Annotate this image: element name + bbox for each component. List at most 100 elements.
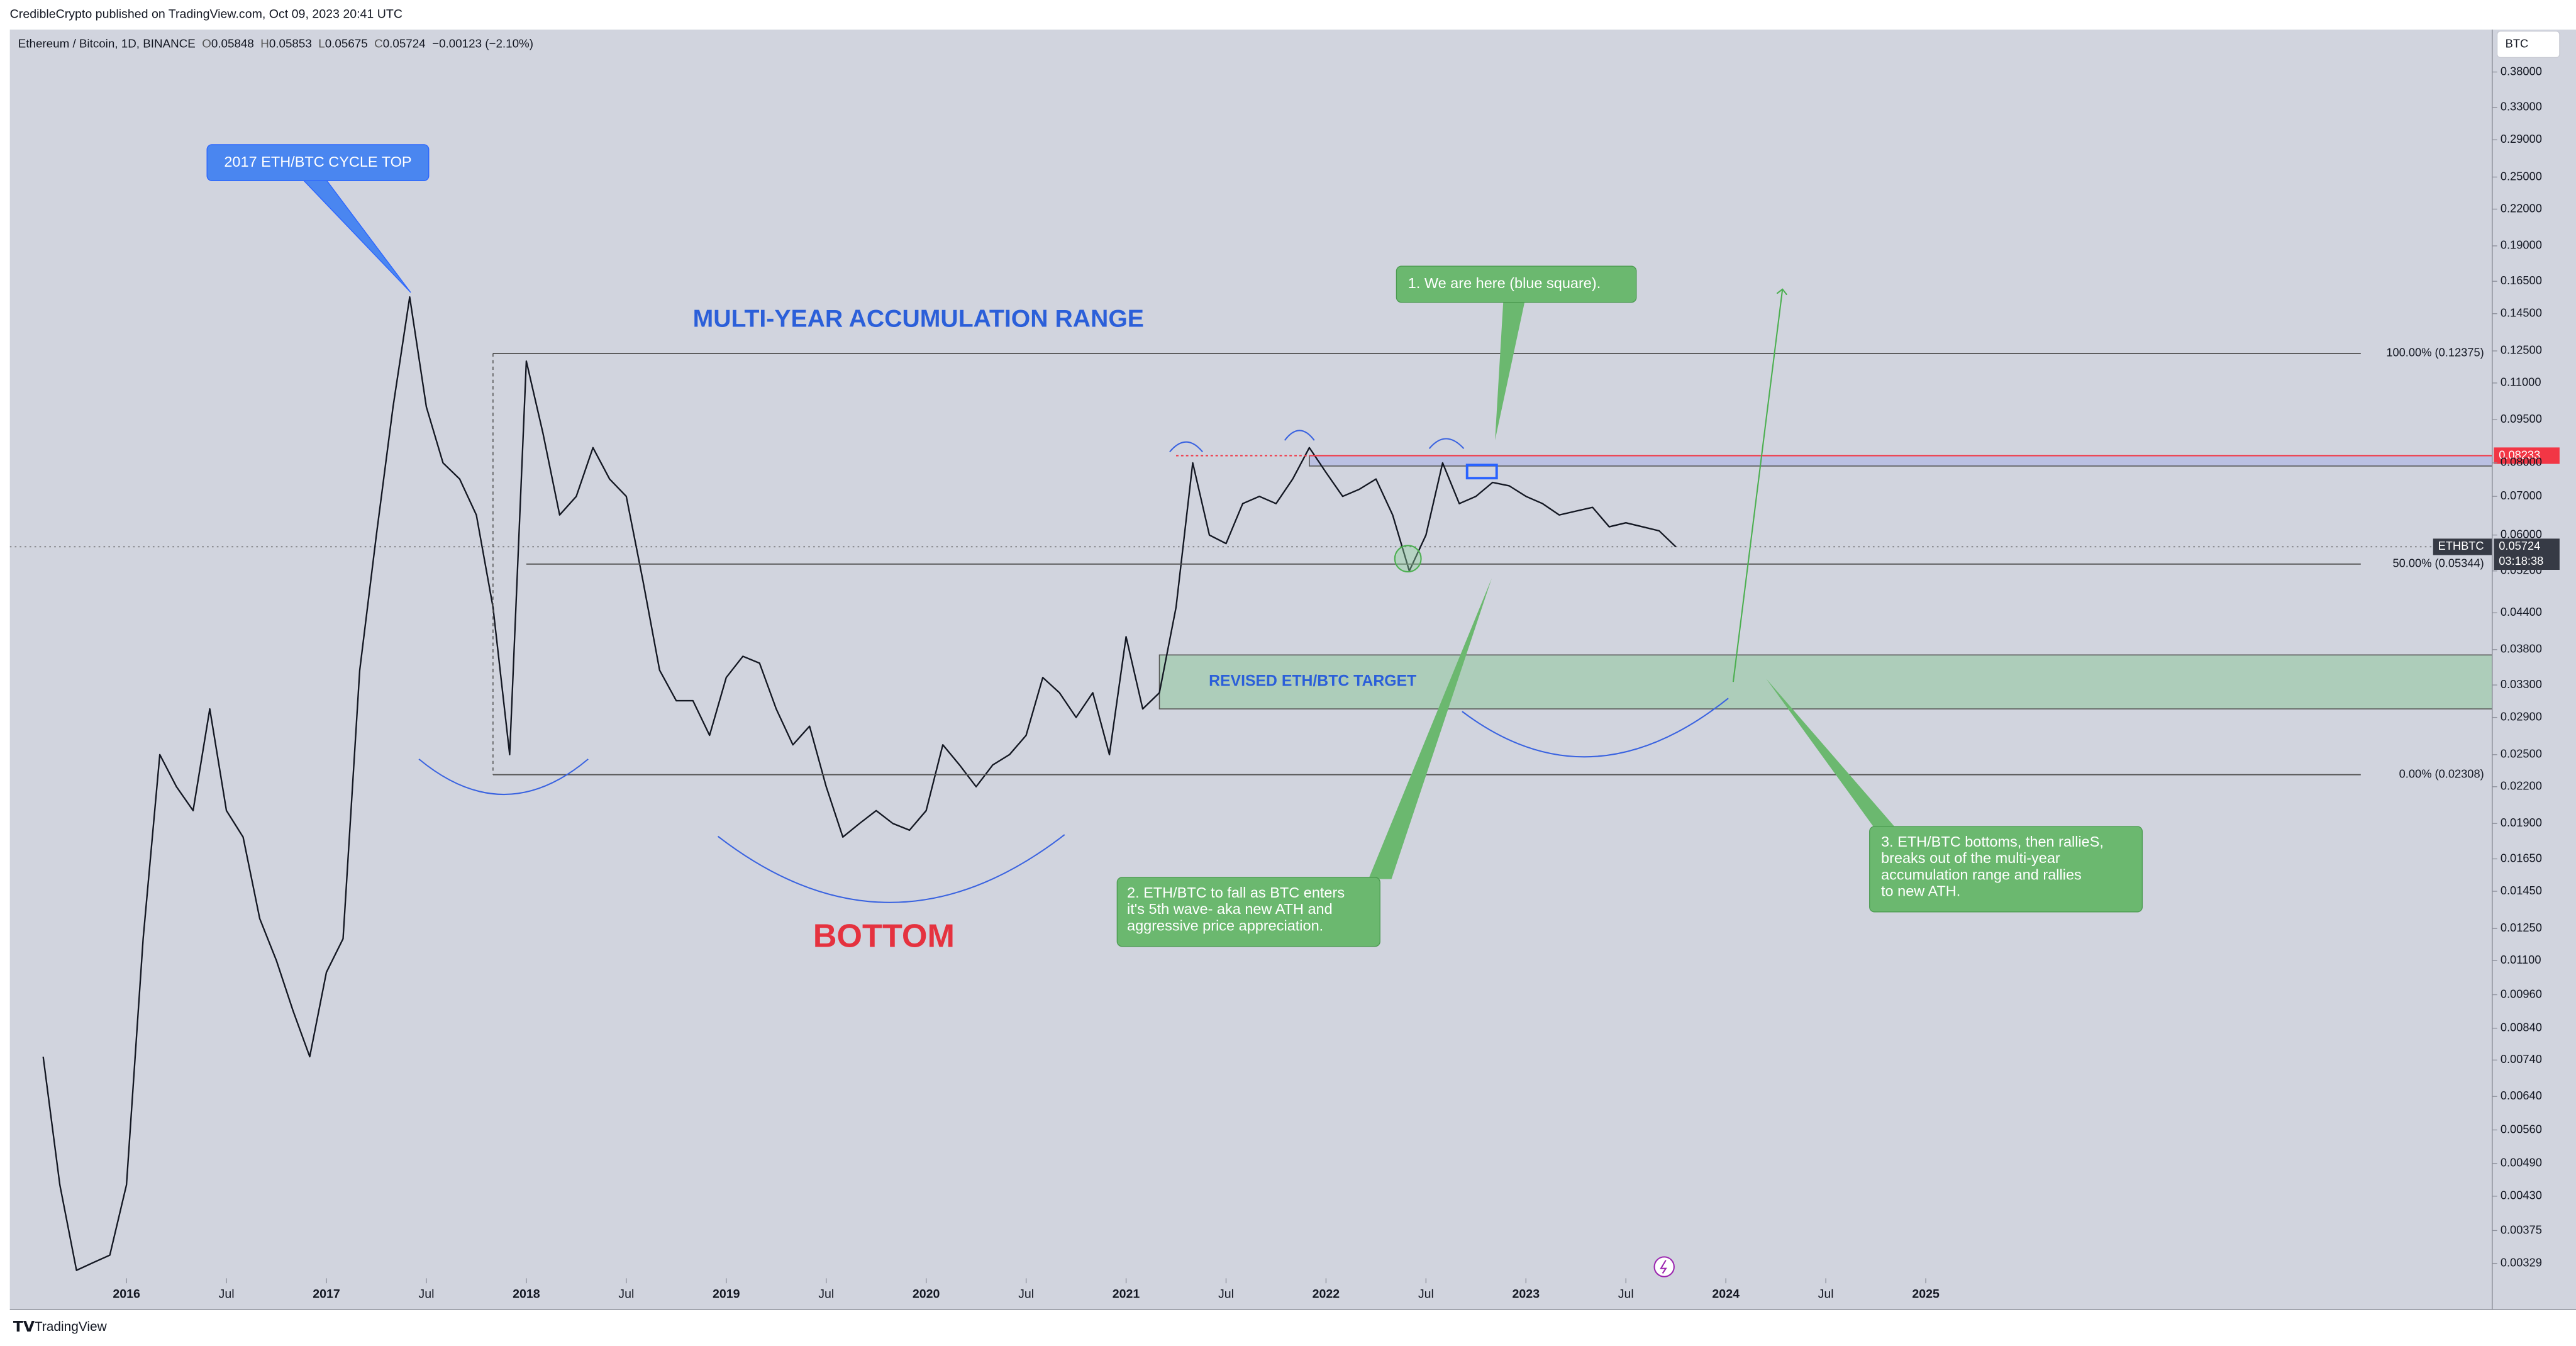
ohlc-label: C	[374, 37, 383, 50]
x-tick-label: 2024	[1712, 1288, 1740, 1301]
ohlc-value: 0.05853	[269, 37, 312, 50]
ohlc-label: L	[318, 37, 325, 50]
callout-line: breaks out of the multi-year	[1881, 850, 2060, 866]
callout-line: aggressive price appreciation.	[1127, 918, 1323, 934]
x-tick-label: 2016	[113, 1288, 140, 1301]
y-tick-label: 0.25000	[2501, 169, 2542, 182]
callout-pointer	[1368, 578, 1492, 879]
x-tick-label: 2021	[1113, 1288, 1140, 1301]
y-tick-label: 0.19000	[2501, 238, 2542, 252]
symbol-tag	[2433, 538, 2492, 555]
currency: BTC	[2506, 36, 2529, 50]
footer-brand: TradingView	[35, 1320, 108, 1334]
y-tick-label: 0.00740	[2501, 1052, 2542, 1065]
callout-text: 2017 ETH/BTC CYCLE TOP	[224, 153, 411, 170]
y-tick-label: 0.38000	[2501, 64, 2542, 77]
y-tick-label: 0.00490	[2501, 1156, 2542, 1169]
y-tick-label: 0.01450	[2501, 884, 2542, 897]
y-tick-label: 0.29000	[2501, 132, 2542, 145]
callout-pointer	[1766, 678, 1896, 828]
y-tick-label: 0.00560	[2501, 1122, 2542, 1135]
y-tick-label: 0.00640	[2501, 1089, 2542, 1102]
x-tick-label: 2025	[1912, 1288, 1940, 1301]
y-tick-label: 0.04400	[2501, 605, 2542, 618]
ohlc-value: 0.05848	[211, 37, 254, 50]
y-tick-label: 0.01900	[2501, 816, 2542, 829]
countdown: 03:18:38	[2499, 554, 2543, 567]
x-tick-label: Jul	[418, 1288, 434, 1301]
x-tick-label: Jul	[1618, 1288, 1634, 1301]
range-title: MULTI-YEAR ACCUMULATION RANGE	[693, 306, 1144, 333]
callout-pointer	[1495, 302, 1525, 441]
bottom-label: BOTTOM	[813, 918, 955, 954]
y-tick-label: 0.16500	[2501, 274, 2542, 287]
x-tick-label: 2023	[1513, 1288, 1540, 1301]
y-tick-label: 0.09500	[2501, 412, 2542, 425]
x-tick-label: Jul	[219, 1288, 235, 1301]
y-tick-label: 0.02900	[2501, 709, 2542, 723]
fib-label: 100.00% (0.12375)	[2386, 346, 2484, 359]
arcs	[418, 430, 1729, 903]
callout-text: 2. ETH/BTC to fall as BTC enters it's 5th…	[1127, 884, 1345, 933]
callout-line: it's 5th wave- aka new ATH and	[1127, 901, 1333, 917]
callout-line: 1. We are here (blue square).	[1408, 275, 1601, 291]
zone-label: REVISED ETH/BTC TARGET	[1209, 673, 1416, 690]
y-tick-label: 0.03800	[2501, 642, 2542, 655]
plot	[9, 296, 2492, 1271]
callout	[1116, 877, 1380, 947]
y-tick-label: 0.01650	[2501, 851, 2542, 864]
x-tick-label: Jul	[818, 1288, 834, 1301]
resistance-tag	[2494, 447, 2560, 464]
y-tick-label: 0.01100	[2501, 953, 2541, 966]
y-tick-label: 0.01250	[2501, 921, 2542, 934]
y-tick-label: 0.00329	[2501, 1255, 2542, 1269]
symbol-tag-text: ETHBTC	[2438, 539, 2484, 552]
legend: Ethereum / Bitcoin, 1D, BINANCE O0.05848 H…	[18, 37, 533, 50]
price-tag	[2494, 538, 2560, 570]
arrow	[1732, 289, 1782, 682]
currency-box	[2496, 31, 2560, 58]
resistance-tag-text: 0.08233	[2499, 448, 2540, 461]
y-tick-label: 0.33000	[2501, 100, 2542, 113]
y-tick-label: 0.03300	[2501, 677, 2542, 691]
ohlc-label: O	[202, 37, 211, 50]
y-tick-label: 0.00960	[2501, 987, 2542, 1000]
x-tick-label: Jul	[1418, 1288, 1434, 1301]
x-tick-label: 2020	[913, 1288, 940, 1301]
low-circle	[1394, 545, 1422, 573]
x-tick-label: Jul	[1818, 1288, 1834, 1301]
price-tag-text: 0.05724	[2499, 539, 2540, 552]
blue-square	[1465, 464, 1498, 480]
ohlc-value: 0.05675	[325, 37, 368, 50]
change: −0.00123 (−2.10%)	[432, 37, 533, 50]
y-tick-label: 0.07000	[2501, 489, 2542, 502]
y-tick-label: 0.02500	[2501, 747, 2542, 760]
y-tick-label: 0.11000	[2501, 375, 2541, 389]
zone	[1158, 654, 2492, 709]
callout	[1396, 265, 1637, 303]
event-icon-bolt	[1660, 1260, 1667, 1274]
ohlc-label: H	[260, 37, 269, 50]
fib-label: 0.00% (0.02308)	[2399, 767, 2484, 781]
x-tick-label: Jul	[1218, 1288, 1234, 1301]
y-tick-label: 0.12500	[2501, 343, 2542, 357]
callout-line: 3. ETH/BTC bottoms, then rallieS,	[1881, 833, 2104, 850]
callout-line: accumulation range and rallies	[1881, 867, 2082, 883]
logo-mark: 𝗧𝗩	[13, 1318, 35, 1335]
callout	[206, 144, 430, 182]
callout-text: 1. We are here (blue square).	[1408, 275, 1601, 291]
event-icon[interactable]	[1653, 1256, 1675, 1277]
ohlc-value: 0.05724	[383, 37, 426, 50]
y-tick-label: 0.00430	[2501, 1189, 2542, 1202]
callout-line: 2. ETH/BTC to fall as BTC enters	[1127, 884, 1345, 901]
y-tick-label: 0.06000	[2501, 527, 2542, 540]
y-tick-label: 0.00375	[2501, 1223, 2542, 1236]
callout-text: 3. ETH/BTC bottoms, then rallieS, breaks …	[1881, 833, 2104, 899]
x-tick-label: 2019	[713, 1288, 740, 1301]
x-tick-label: Jul	[1018, 1288, 1034, 1301]
y-tick-label: 0.22000	[2501, 201, 2542, 214]
x-tick-label: 2017	[313, 1288, 340, 1301]
fib-label: 50.00% (0.05344)	[2392, 557, 2484, 570]
